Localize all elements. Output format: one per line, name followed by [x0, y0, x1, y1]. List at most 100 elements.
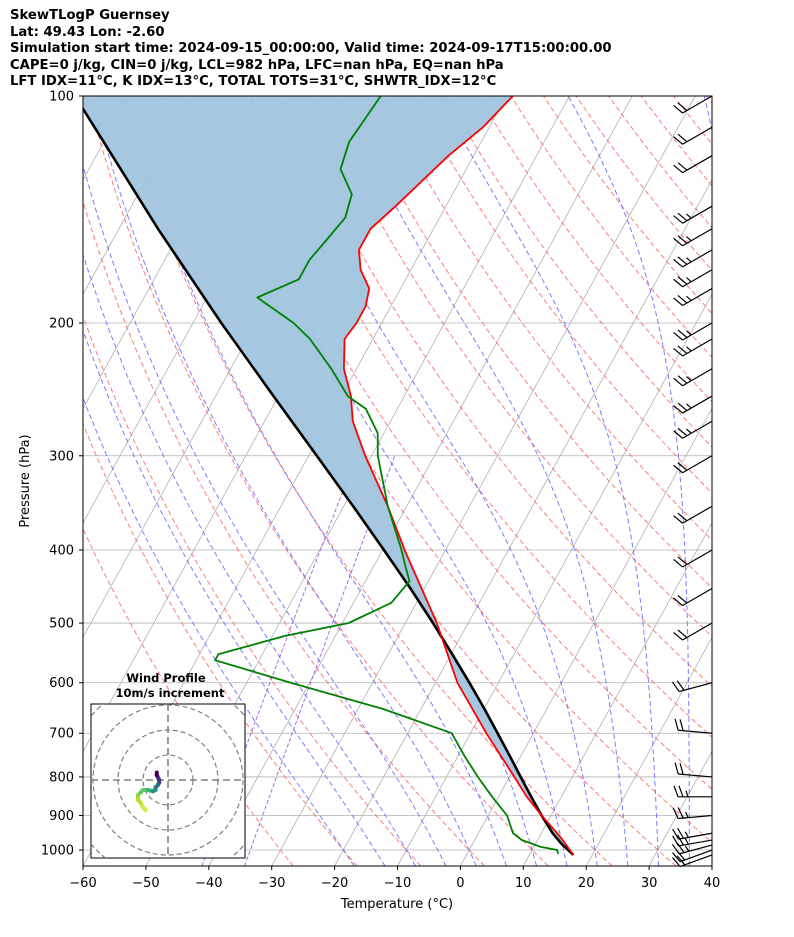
barb-flag: [677, 402, 688, 412]
barb-flag: [673, 558, 683, 568]
barb-flag: [677, 595, 688, 604]
barb-staff: [679, 682, 713, 693]
x-axis: −60 −50 −40 −30 −20 −10 0 10 20 30 40: [69, 866, 720, 891]
barb-flag: [673, 297, 683, 306]
barb-staff: [682, 395, 713, 414]
hodograph-content: [91, 704, 245, 858]
barb-half-flag: [684, 831, 689, 838]
barb-flag: [677, 512, 688, 522]
barb-staff: [679, 849, 713, 863]
barb-flag: [673, 597, 683, 606]
barb-staff: [682, 368, 713, 387]
hodograph-subtitle: 10m/s increment: [116, 686, 225, 700]
dry-adiabat: [282, 96, 712, 688]
barb-flag: [673, 430, 683, 439]
wind-barb: [673, 420, 713, 439]
barb-flag: [672, 835, 680, 847]
barb-half-flag: [686, 428, 692, 434]
wind-barb: [673, 287, 713, 307]
barb-staff: [682, 622, 713, 641]
wind-barb: [673, 95, 713, 114]
x-tick-label: −60: [69, 876, 96, 891]
barb-flag: [677, 294, 688, 304]
barb-half-flag: [685, 790, 689, 797]
wind-barbs: [671, 95, 713, 868]
moist-adiabat: [83, 396, 355, 866]
barb-flag: [673, 331, 683, 341]
barb-staff: [679, 854, 713, 868]
barb-flag: [671, 843, 680, 855]
chart-title: SkewTLogP Guernsey: [10, 8, 170, 23]
barb-flag: [672, 852, 681, 863]
barb-flag: [673, 136, 683, 145]
data-layer: [83, 96, 575, 856]
x-tick-label: −20: [321, 876, 348, 891]
moist-adiabat: [83, 252, 416, 866]
barb-staff: [682, 95, 713, 114]
dry-adiabat: [83, 527, 294, 866]
barb-staff: [682, 338, 713, 357]
wind-barb: [673, 269, 713, 288]
barb-staff: [682, 455, 713, 474]
isotherm-line: [0, 96, 3, 866]
dry-adiabat: [412, 96, 712, 494]
moist-adiabat: [438, 96, 660, 866]
isotherm-line: [0, 96, 66, 866]
barb-flag: [673, 278, 683, 288]
dry-adiabat: [315, 96, 712, 638]
isotherm-line: [208, 96, 633, 866]
barb-staff: [678, 729, 713, 734]
y-tick-label: 200: [49, 316, 74, 331]
wind-barb: [674, 718, 713, 734]
wind-barb: [673, 126, 713, 145]
wind-barb: [673, 455, 713, 474]
y-axis: 1000 900 800 700 600 500 400 300 200 100: [41, 90, 83, 859]
barb-flag: [674, 718, 679, 731]
x-tick-label: 20: [578, 876, 595, 891]
barb-half-flag: [686, 236, 692, 242]
barb-flag: [673, 377, 683, 387]
barb-flag: [676, 680, 685, 691]
barb-staff: [682, 205, 713, 224]
mixing-ratio-line: [244, 455, 396, 866]
x-tick-label: −10: [384, 876, 411, 891]
isotherm-line: [711, 865, 712, 866]
wind-barb: [672, 807, 713, 820]
y-tick-label: 300: [49, 449, 74, 464]
barb-flag: [673, 347, 683, 357]
hodograph-inset: Wind Profile 10m/s increment: [90, 671, 246, 859]
temperature-profile: [342, 96, 575, 856]
y-tick-label: 600: [49, 676, 74, 691]
barb-flag: [673, 405, 683, 414]
barb-flag: [677, 162, 688, 171]
time-line: Simulation start time: 2024-09-15_00:00:…: [10, 41, 612, 56]
moist-adiabat: [123, 96, 507, 866]
wind-barb: [673, 395, 713, 414]
barb-flag: [673, 215, 683, 224]
barb-half-flag: [686, 213, 692, 219]
barb-flag: [673, 105, 683, 114]
barb-flag: [673, 164, 683, 174]
wind-barb: [672, 854, 713, 868]
isotherm-line: [460, 407, 712, 866]
barb-flag: [677, 329, 688, 338]
barb-staff: [682, 269, 713, 288]
x-tick-label: −40: [195, 876, 222, 891]
barb-staff: [682, 420, 713, 439]
dry-adiabat: [445, 96, 712, 448]
x-tick-label: 10: [515, 876, 532, 891]
barb-flag: [673, 237, 683, 247]
x-tick-label: −50: [132, 876, 159, 891]
barb-half-flag: [686, 330, 692, 336]
wind-barb: [674, 762, 713, 778]
barb-staff: [682, 588, 713, 607]
barb-flag: [678, 785, 684, 798]
barb-flag: [677, 629, 688, 638]
barb-flag: [672, 807, 679, 819]
barb-flag: [677, 834, 684, 846]
barb-flag: [674, 762, 679, 775]
wind-barb: [673, 622, 713, 641]
moist-adiabat: [265, 96, 598, 866]
dry-adiabat: [380, 96, 712, 541]
index-line: LFT IDX=11°C, K IDX=13°C, TOTAL TOTS=31°…: [10, 74, 497, 89]
